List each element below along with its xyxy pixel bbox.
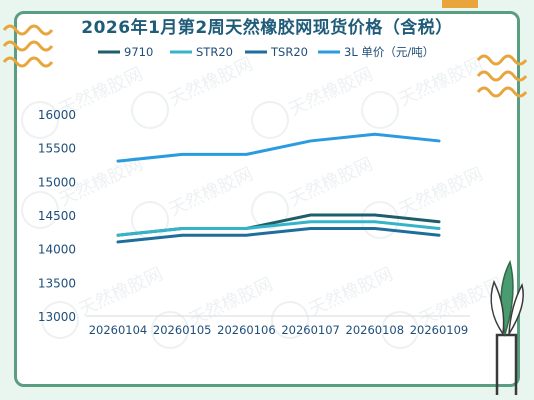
watermark-text: 天然橡胶网 [306,264,396,321]
legend-label: STR20 [196,45,233,59]
watermark-logo [271,301,309,339]
watermark-text: 天然橡胶网 [76,264,166,321]
watermark: 天然橡胶网 [381,274,506,349]
legend-label: TSR20 [270,45,308,59]
watermark-text: 天然橡胶网 [166,164,256,221]
series-line-2 [116,220,441,237]
y-tick-label: 15000 [38,175,76,189]
y-tick-label: 14000 [38,243,76,257]
watermark: 天然橡胶网 [361,54,486,129]
wave-ornament [2,56,54,68]
ribbon-accent [442,0,478,8]
decorations [2,0,528,395]
watermark-logo [251,101,289,139]
watermark-logo [151,311,189,349]
axes: 13000 13500 14000 14500 15000 15500 16000 20260… [38,108,470,337]
x-tick-label: 20260109 [410,323,469,337]
watermark: 天然橡胶网 [131,54,256,129]
series-line-3 [116,226,441,244]
legend-label: 9710 [124,45,153,59]
wave-ornament [2,24,54,36]
watermark-logo [381,311,419,349]
plant-decoration [490,259,524,395]
watermark-logo [21,101,59,139]
watermark: 天然橡胶网 [251,64,376,139]
chart-title: 2026年1月第2周天然橡胶网现货价格（含税） [81,18,453,38]
watermark-text: 天然橡胶网 [396,54,486,111]
watermark: 天然橡胶网 [361,164,486,239]
y-tick-label: 14500 [38,209,76,223]
watermark-text: 天然橡胶网 [286,154,376,211]
x-tick-label: 20260105 [153,323,212,337]
series-line-4 [116,132,441,163]
x-tick-label: 20260104 [89,323,148,337]
wave-ornament [2,40,54,52]
watermark: 天然橡胶网 [151,274,276,349]
chart-frame [14,11,520,387]
x-tick-label: 20260106 [217,323,276,337]
y-tick-label: 13000 [38,310,76,324]
wave-ornament [476,70,528,82]
wave-ornament [476,86,528,98]
x-tick-label: 20260108 [346,323,405,337]
legend-label: 3L 单价（元/吨） [344,45,434,59]
legend: 9710 STR20 TSR20 3L 单价（元/吨） [98,45,434,59]
x-tick-label: 20260107 [281,323,340,337]
watermark-logo [361,91,399,129]
watermark: 天然橡胶网 [21,64,146,139]
y-tick-label: 16000 [38,108,76,122]
wave-ornament [476,54,528,66]
watermark-logo [131,91,169,129]
series-lines [116,132,441,244]
watermark-logo [21,191,59,229]
y-tick-label: 15500 [38,142,76,156]
y-tick-label: 13500 [38,276,76,290]
watermark-text: 天然橡胶网 [396,164,486,221]
watermark-logo [41,301,79,339]
watermark-text: 天然橡胶网 [166,54,256,111]
